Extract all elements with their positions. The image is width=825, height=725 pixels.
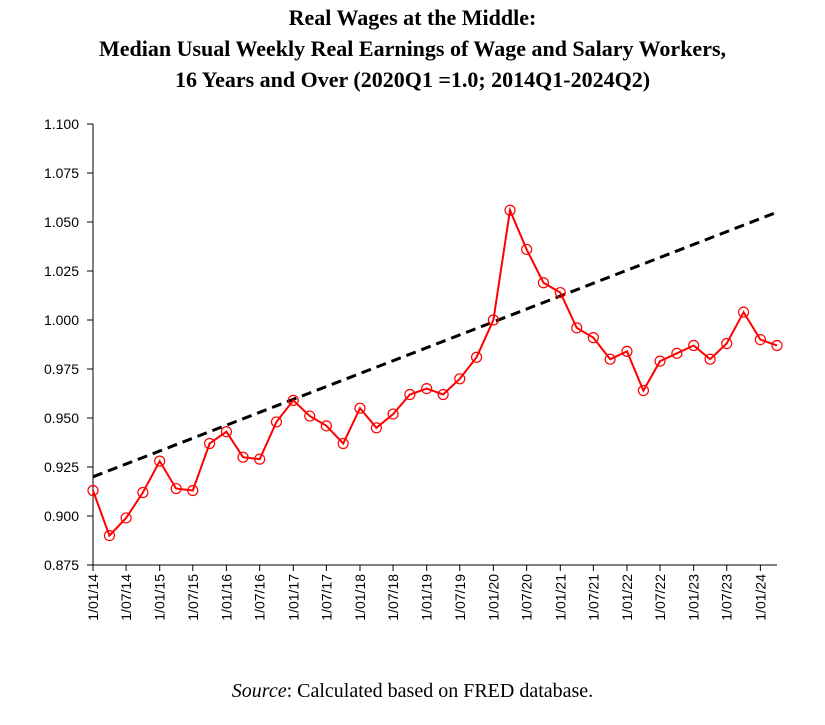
data-point — [337, 437, 349, 450]
y-tick-label: 0.900 — [44, 508, 79, 524]
data-point — [220, 426, 233, 438]
data-point — [287, 394, 299, 406]
data-point — [187, 484, 199, 497]
y-tick-label: 1.000 — [44, 312, 79, 328]
y-tick-label: 1.050 — [44, 214, 79, 230]
data-point — [654, 355, 666, 367]
data-point — [754, 334, 766, 346]
trend-layer — [92, 210, 778, 479]
y-tick-label: 1.100 — [44, 116, 79, 132]
x-tick-label: 1/07/19 — [452, 574, 468, 621]
data-point — [721, 337, 733, 350]
data-point — [120, 512, 132, 524]
x-tick-label: 1/01/23 — [686, 574, 702, 621]
data-point — [421, 383, 433, 395]
chart-title-line-3: 16 Years and Over (2020Q1 =1.0; 2014Q1-2… — [174, 67, 651, 92]
chart-title-line-2: Median Usual Weekly Real Earnings of Wag… — [98, 36, 727, 61]
data-point — [688, 339, 700, 352]
data-point — [671, 347, 683, 359]
x-tick-label: 1/01/17 — [285, 574, 301, 621]
source-text: : Calculated based on FRED database. — [286, 680, 594, 702]
data-point — [571, 322, 583, 334]
source-label: Source — [231, 680, 287, 702]
x-tick-label: 1/01/20 — [485, 574, 501, 621]
data-point — [470, 351, 483, 363]
data-point — [454, 373, 466, 385]
data-point — [587, 332, 599, 344]
x-tick-label: 1/07/15 — [185, 574, 201, 621]
data-point — [137, 486, 149, 499]
data-point — [254, 453, 266, 465]
data-point — [521, 243, 533, 256]
x-tick-label: 1/07/22 — [652, 574, 668, 621]
data-point — [621, 345, 633, 357]
axes: 0.875 0.900 0.925 0.950 0.975 1.000 1.025 1.050… — [44, 116, 777, 621]
x-tick-label: 1/07/20 — [519, 574, 535, 621]
data-point — [203, 437, 216, 450]
data-point — [604, 353, 616, 365]
data-point — [537, 277, 550, 289]
data-point — [554, 286, 566, 299]
series-layer — [87, 204, 783, 542]
data-point — [637, 384, 650, 397]
data-point — [487, 314, 499, 326]
source-note: Source: Calculated based on FRED databas… — [0, 680, 825, 703]
data-point — [704, 353, 716, 365]
data-point — [87, 484, 99, 497]
data-point — [387, 408, 399, 420]
data-point — [237, 451, 249, 463]
data-point — [504, 204, 516, 216]
y-tick-label: 0.950 — [44, 410, 79, 426]
x-tick-label: 1/01/14 — [85, 574, 101, 621]
data-point — [170, 482, 182, 495]
x-tick-label: 1/07/17 — [318, 574, 334, 621]
x-tick-label: 1/07/14 — [118, 574, 134, 621]
y-tick-label: 1.025 — [44, 263, 79, 279]
x-tick-label: 1/07/23 — [719, 574, 735, 621]
x-tick-label: 1/01/19 — [419, 574, 435, 621]
data-point — [154, 455, 166, 467]
x-tick-label: 1/01/24 — [752, 574, 768, 621]
data-point — [737, 306, 750, 318]
x-tick-label: 1/01/15 — [152, 574, 168, 621]
data-point — [304, 410, 316, 422]
x-tick-label: 1/01/18 — [352, 574, 368, 621]
x-tick-label: 1/01/22 — [619, 574, 635, 621]
data-point — [771, 339, 783, 352]
trend-line — [92, 210, 778, 479]
x-tick-label: 1/07/21 — [585, 574, 601, 621]
y-tick-label: 1.075 — [44, 165, 79, 181]
y-tick-label: 0.925 — [44, 459, 79, 475]
data-point — [437, 388, 449, 401]
x-tick-label: 1/01/16 — [218, 574, 234, 621]
chart-title: Real Wages at the Middle: Median Usual W… — [0, 2, 825, 95]
x-tick-label: 1/01/21 — [552, 574, 568, 621]
data-point — [404, 388, 416, 401]
x-tick-label: 1/07/18 — [385, 574, 401, 621]
data-point — [370, 422, 383, 434]
y-tick-label: 0.975 — [44, 361, 79, 377]
data-point — [270, 416, 283, 428]
data-point — [103, 529, 116, 542]
y-tick-label: 0.875 — [44, 557, 79, 573]
chart-title-line-1: Real Wages at the Middle: — [288, 5, 537, 30]
data-point — [320, 420, 332, 432]
series-line — [92, 206, 778, 538]
x-tick-label: 1/07/16 — [252, 574, 268, 621]
data-point — [354, 402, 366, 414]
